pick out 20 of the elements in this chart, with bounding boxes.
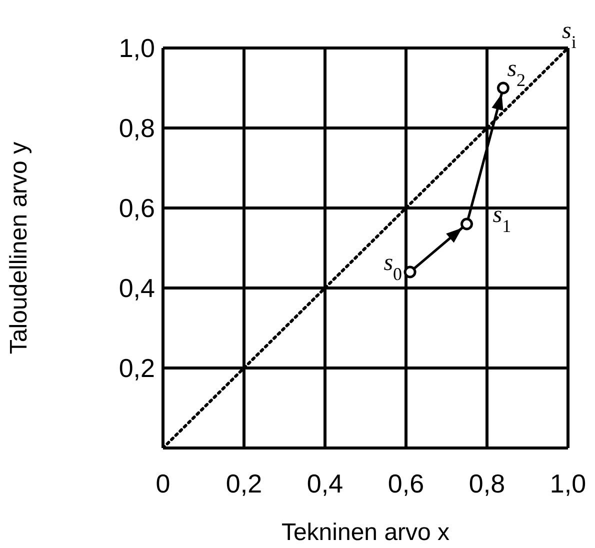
x-axis-title: Tekninen arvo x (281, 519, 450, 546)
y-tick-label: 0,2 (118, 353, 155, 384)
x-tick-label: 1,0 (550, 468, 586, 498)
y-tick-label: 0,4 (118, 273, 155, 304)
x-tick-label: 0 (156, 468, 170, 498)
y-axis-title: Taloudellinen arvo y (6, 142, 33, 354)
point (496, 82, 510, 94)
y-tick-label: 1,0 (118, 33, 155, 64)
annotation: s$_{2}$ (507, 56, 526, 90)
point (460, 218, 473, 230)
annotation: s$_{0}$ (384, 250, 402, 284)
series-label: s$_{i}$ (562, 18, 576, 52)
x-tick-label: 0,6 (388, 468, 424, 498)
x-tick-label: 0,8 (468, 468, 506, 498)
point (404, 266, 416, 278)
y-tick-label: 0,6 (118, 193, 155, 224)
x-tick-label: 0,4 (306, 468, 344, 498)
y-tick-label: 0,8 (118, 113, 155, 144)
annotation: s$_{1}$ (492, 202, 512, 236)
x-tick-label: 0,2 (226, 468, 262, 498)
